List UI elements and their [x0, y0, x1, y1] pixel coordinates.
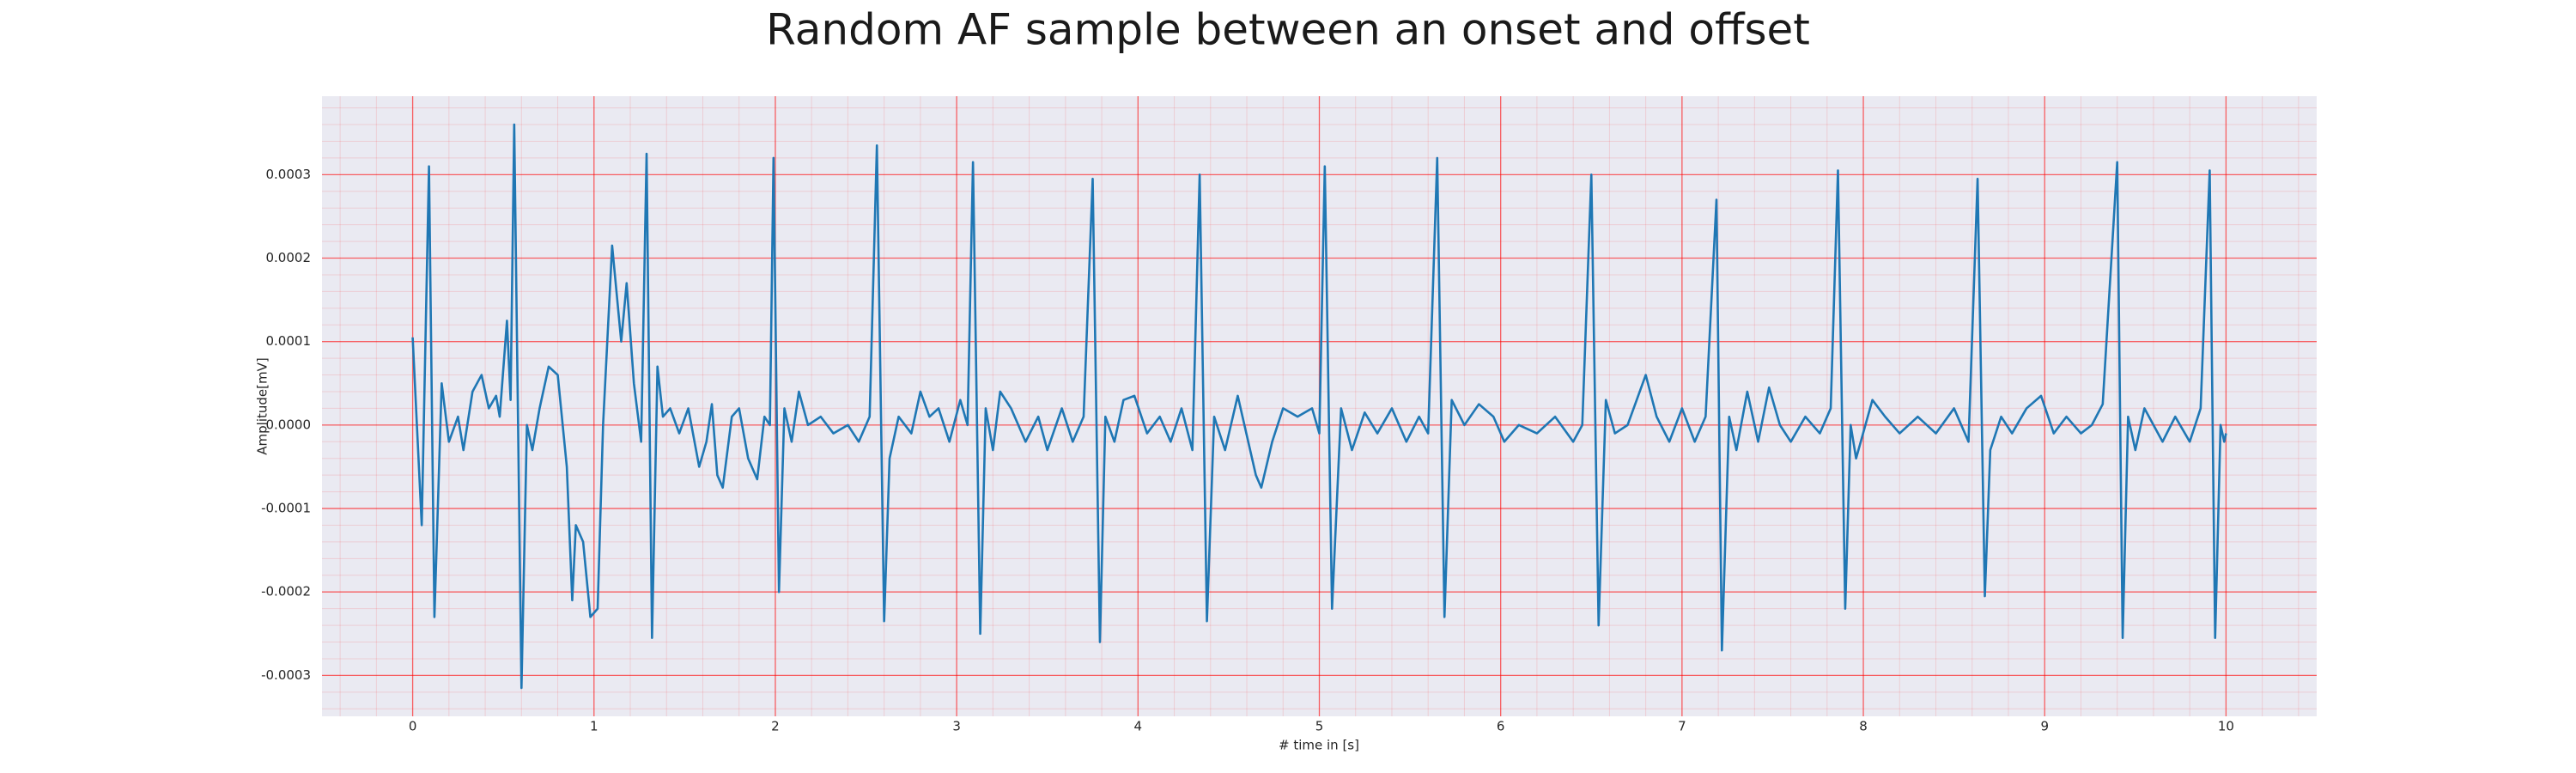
- y-tick-label: -0.0002: [261, 584, 311, 600]
- x-tick-label: 5: [1315, 719, 1324, 734]
- x-tick-label: 0: [409, 719, 417, 734]
- chart-title: Random AF sample between an onset and of…: [766, 5, 1810, 55]
- y-axis-label: Amplitude[mV]: [255, 357, 270, 454]
- x-tick-label: 2: [771, 719, 780, 734]
- x-tick-label: 1: [590, 719, 598, 734]
- x-tick-label: 4: [1134, 719, 1143, 734]
- signal-line: [411, 123, 2227, 690]
- x-tick-label: 7: [1678, 719, 1686, 734]
- x-tick-label: 3: [952, 719, 961, 734]
- y-tick-label: -0.0001: [261, 501, 311, 516]
- x-axis-label: # time in [s]: [1279, 738, 1359, 753]
- x-tick-label: 6: [1497, 719, 1505, 734]
- x-tick-label: 8: [1859, 719, 1868, 734]
- labels: 0 1 2 3 4 5 6 7 8 9 10 -0.0003 -0.0002 -0.0001 0.0000 0…: [261, 167, 2234, 734]
- y-tick-label: 0.0002: [266, 250, 312, 265]
- y-tick-label: 0.0003: [266, 167, 312, 182]
- grid: [322, 96, 2317, 716]
- y-tick-label: -0.0003: [261, 667, 311, 683]
- y-tick-label: 0.0000: [266, 417, 312, 432]
- marks: [411, 123, 2227, 690]
- x-tick-label: 9: [2040, 719, 2049, 734]
- x-tick-label: 10: [2218, 719, 2234, 734]
- y-tick-label: 0.0001: [266, 333, 312, 349]
